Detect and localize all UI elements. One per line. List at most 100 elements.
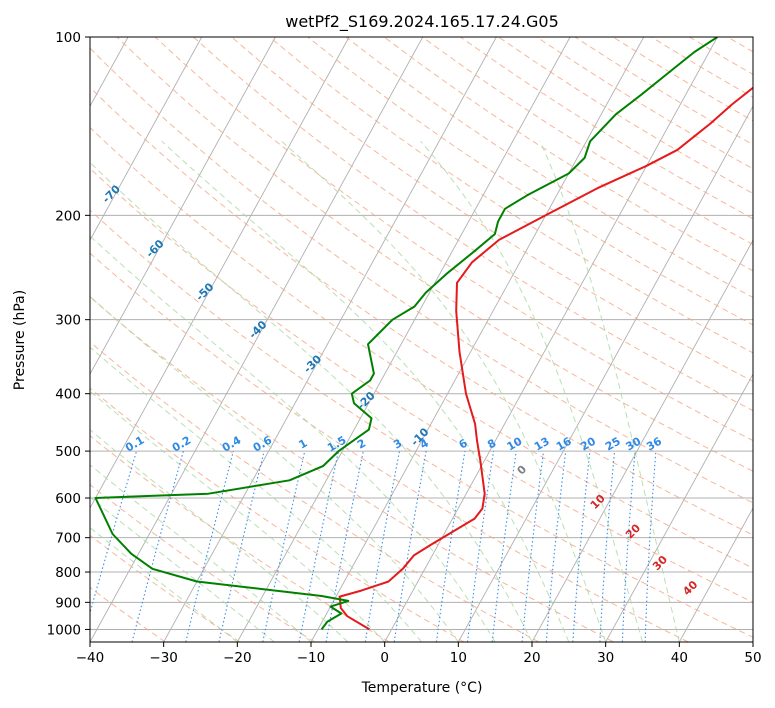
dry-adiabat-line — [90, 296, 614, 642]
y-tick-label: 200 — [55, 208, 81, 224]
dry-adiabat-line — [345, 37, 753, 299]
mixing-ratio-label: 3 — [391, 437, 404, 452]
y-tick-label: 500 — [55, 444, 81, 460]
mixing-ratio-line — [185, 450, 234, 642]
y-tick-label: 100 — [55, 30, 81, 46]
temperature-profile-line — [338, 86, 753, 631]
mixing-ratio-line — [435, 451, 466, 642]
dry-adiabat-line — [90, 47, 753, 504]
mixing-ratio-line — [644, 451, 657, 642]
x-tick-label: 30 — [597, 650, 614, 666]
x-tick-label: −30 — [149, 650, 178, 666]
dry-adiabat-line — [90, 209, 753, 638]
dry-adiabat-line — [689, 37, 753, 75]
dry-adiabat-line — [269, 37, 753, 354]
y-tick-label: 800 — [55, 565, 81, 581]
dewpoint-profile-line — [94, 37, 718, 630]
isotherm-line — [752, 641, 753, 642]
isotherm-line — [531, 239, 753, 642]
isotherm-line — [90, 37, 350, 509]
dry-adiabat-line — [383, 37, 753, 272]
isotherm-zero-label: 0 — [515, 462, 530, 477]
dry-adiabat-line — [90, 86, 753, 536]
mixing-ratio-line — [90, 450, 138, 615]
dry-adiabat-line — [90, 126, 753, 569]
mixing-ratio-line — [262, 450, 306, 642]
dry-adiabat-line — [90, 534, 241, 642]
plot-frame — [89, 36, 754, 643]
mixing-ratio-label: 1 — [296, 437, 309, 452]
mixing-ratio-line — [218, 450, 265, 642]
mixing-ratio-line — [466, 451, 495, 642]
dry-adiabat-line — [650, 37, 753, 98]
dry-adiabat-line — [90, 167, 753, 603]
mixing-ratio-line — [545, 451, 567, 642]
chart-title: wetPf2_S169.2024.165.17.24.G05 — [285, 12, 559, 32]
dry-adiabat-line — [612, 37, 753, 122]
isotherm-line — [457, 105, 753, 642]
isotherm-line — [310, 37, 645, 642]
dry-adiabat-line — [90, 435, 390, 642]
x-axis-label: Temperature (°C) — [361, 680, 483, 696]
x-tick-label: 0 — [380, 650, 389, 666]
moist-adiabat-line — [90, 496, 275, 642]
moist-adiabat-line — [90, 295, 459, 642]
dry-adiabat-line — [90, 252, 689, 642]
mixing-ratio-line — [621, 451, 636, 642]
mixing-ratio-line — [521, 451, 545, 642]
y-tick-label: 400 — [55, 387, 81, 403]
mixing-ratio-line — [393, 451, 427, 642]
dry-adiabat-line — [766, 37, 775, 642]
dry-adiabat-line — [90, 387, 465, 642]
y-tick-label: 300 — [55, 313, 81, 329]
moist-adiabat-line — [90, 346, 422, 642]
x-tick-label: 20 — [523, 650, 540, 666]
dry-adiabat-line — [90, 341, 540, 642]
dry-adiabat-line — [154, 37, 753, 442]
dry-adiabat-line — [116, 37, 753, 472]
isotherm-line — [236, 37, 571, 642]
plot-background-lines — [90, 37, 775, 642]
plot-series — [94, 37, 753, 631]
moist-adiabat-line — [281, 140, 607, 642]
x-tick-label: −20 — [223, 650, 252, 666]
moist-adiabat-line — [90, 235, 496, 642]
mixing-ratio-line — [599, 451, 616, 642]
mixing-ratio-line — [491, 451, 517, 642]
isotherm-line — [678, 507, 753, 642]
moist-adiabat-line — [90, 464, 312, 642]
dry-adiabat-line — [307, 37, 753, 326]
mixing-ratio-line — [131, 450, 184, 642]
dry-adiabat-line — [90, 484, 315, 642]
isotherm-line — [605, 373, 753, 642]
mixing-ratio-line — [572, 451, 591, 642]
moist-adiabat-line — [161, 140, 570, 642]
dry-adiabat-line — [192, 37, 753, 412]
y-tick-label: 1000 — [47, 622, 81, 638]
x-tick-label: 50 — [744, 650, 761, 666]
mixing-ratio-line — [364, 450, 401, 642]
moist-adiabat-line — [420, 140, 643, 642]
y-tick-label: 900 — [55, 595, 81, 611]
isotherm-line — [90, 37, 276, 376]
dry-adiabat-label: 40 — [680, 578, 700, 598]
moist-adiabat-line — [539, 141, 680, 642]
y-axis-label: Pressure (hPa) — [12, 290, 28, 390]
dry-adiabat-line — [498, 37, 753, 195]
dry-adiabat-line — [422, 37, 753, 246]
mixing-ratio-label: 2 — [355, 437, 368, 452]
dry-adiabat-line — [727, 37, 753, 53]
dry-adiabat-line — [90, 586, 166, 642]
x-tick-label: 40 — [671, 650, 688, 666]
isotherm-label: -90 — [1, 94, 24, 117]
x-tick-label: −10 — [297, 650, 326, 666]
axes: −40 −30 −20 −10 0 10 20 30 40 5010009008007006005… — [47, 30, 762, 666]
moist-adiabat-line — [90, 161, 533, 642]
x-tick-label: −40 — [76, 650, 105, 666]
y-tick-label: 600 — [55, 491, 81, 507]
isotherm-line — [90, 37, 203, 242]
moist-adiabat-line — [90, 429, 349, 642]
dry-adiabat-line — [231, 37, 753, 382]
isotherm-label: -80 — [51, 137, 74, 160]
